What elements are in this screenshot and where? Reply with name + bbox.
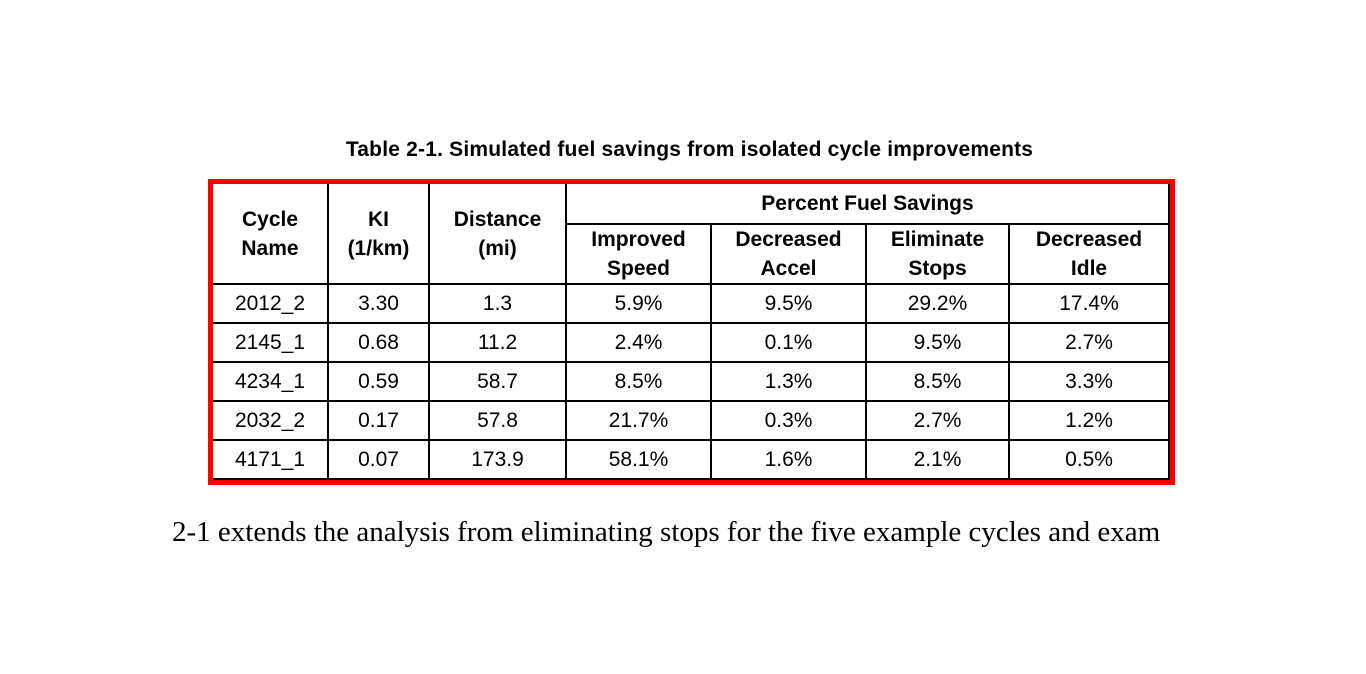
- header-decreased-idle: Decreased Idle: [1008, 223, 1170, 285]
- cell-decreased-idle: 0.5%: [1008, 439, 1170, 480]
- header-improved-speed: Improved Speed: [565, 223, 712, 285]
- table-row: 4171_1 0.07 173.9 58.1% 1.6% 2.1% 0.5%: [211, 439, 1170, 480]
- table-row: 2145_1 0.68 11.2 2.4% 0.1% 9.5% 2.7%: [211, 322, 1170, 363]
- cell-distance: 1.3: [428, 283, 567, 324]
- cell-eliminate-stops: 2.1%: [865, 439, 1010, 480]
- header-row-group: Cycle Name KI (1/km) Distance (mi) Perce…: [211, 182, 1170, 285]
- cell-decreased-accel: 0.1%: [710, 322, 867, 363]
- cell-decreased-idle: 17.4%: [1008, 283, 1170, 324]
- cell-improved-speed: 58.1%: [565, 439, 712, 480]
- header-eliminate-stops: Eliminate Stops: [865, 223, 1010, 285]
- cell-improved-speed: 5.9%: [565, 283, 712, 324]
- body-text: 2-1 extends the analysis from eliminatin…: [172, 516, 1161, 548]
- cell-ki: 0.59: [327, 361, 430, 402]
- cell-distance: 173.9: [428, 439, 567, 480]
- cell-distance: 11.2: [428, 322, 567, 363]
- header-decreased-accel: Decreased Accel: [710, 223, 867, 285]
- cell-eliminate-stops: 2.7%: [865, 400, 1010, 441]
- cell-improved-speed: 21.7%: [565, 400, 712, 441]
- cell-eliminate-stops: 8.5%: [865, 361, 1010, 402]
- cell-distance: 57.8: [428, 400, 567, 441]
- header-distance: Distance (mi): [428, 182, 567, 285]
- cell-distance: 58.7: [428, 361, 567, 402]
- cell-decreased-idle: 2.7%: [1008, 322, 1170, 363]
- fuel-savings-table-container: Cycle Name KI (1/km) Distance (mi) Perce…: [208, 179, 1175, 485]
- cell-decreased-accel: 0.3%: [710, 400, 867, 441]
- cell-cycle-name: 2032_2: [211, 400, 329, 441]
- header-ki: KI (1/km): [327, 182, 430, 285]
- cell-improved-speed: 2.4%: [565, 322, 712, 363]
- header-row-sub: Improved Speed Decreased Accel Eliminate…: [212, 223, 1170, 285]
- cell-decreased-accel: 9.5%: [710, 283, 867, 324]
- cell-eliminate-stops: 9.5%: [865, 322, 1010, 363]
- table-row: 4234_1 0.59 58.7 8.5% 1.3% 8.5% 3.3%: [211, 361, 1170, 402]
- cell-cycle-name: 4234_1: [211, 361, 329, 402]
- table-caption: Table 2-1. Simulated fuel savings from i…: [345, 138, 1034, 161]
- table-row: 2032_2 0.17 57.8 21.7% 0.3% 2.7% 1.2%: [211, 400, 1170, 441]
- cell-decreased-idle: 1.2%: [1008, 400, 1170, 441]
- fuel-savings-table: Cycle Name KI (1/km) Distance (mi) Perce…: [211, 182, 1170, 480]
- cell-decreased-idle: 3.3%: [1008, 361, 1170, 402]
- header-cycle-name: Cycle Name: [211, 182, 329, 285]
- cell-decreased-accel: 1.6%: [710, 439, 867, 480]
- cell-ki: 0.07: [327, 439, 430, 480]
- cell-ki: 0.17: [327, 400, 430, 441]
- cell-ki: 3.30: [327, 283, 430, 324]
- cell-ki: 0.68: [327, 322, 430, 363]
- header-percent-fuel-savings: Percent Fuel Savings: [565, 182, 1170, 225]
- cell-cycle-name: 4171_1: [211, 439, 329, 480]
- cell-eliminate-stops: 29.2%: [865, 283, 1010, 324]
- cell-improved-speed: 8.5%: [565, 361, 712, 402]
- cell-cycle-name: 2012_2: [211, 283, 329, 324]
- table-row: 2012_2 3.30 1.3 5.9% 9.5% 29.2% 17.4%: [211, 283, 1170, 324]
- cell-cycle-name: 2145_1: [211, 322, 329, 363]
- cell-decreased-accel: 1.3%: [710, 361, 867, 402]
